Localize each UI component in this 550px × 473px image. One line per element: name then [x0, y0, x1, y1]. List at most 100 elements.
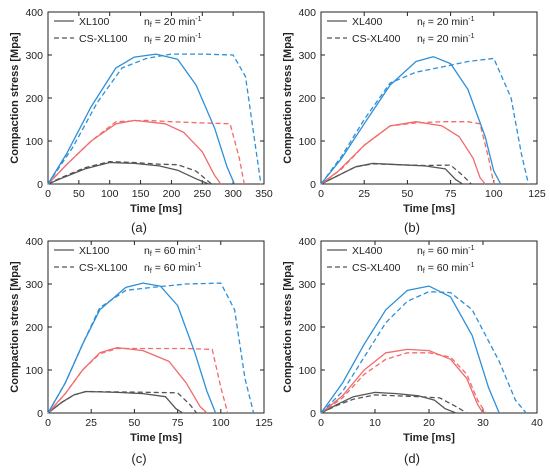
legend: XL400 nf = 60 min-1 CS-XL400 nf = 60 min-1: [327, 245, 475, 275]
series-line-blue-dashed: [320, 57, 530, 185]
legend-entry-condition: nf = 20 min-1: [417, 16, 475, 29]
series-line-red-solid: [320, 121, 486, 185]
series-line-gray-solid: [320, 391, 457, 414]
legend-entry-condition: nf = 60 min-1: [417, 245, 475, 258]
legend-entry-name: XL400: [352, 16, 383, 28]
x-tick-label: 75: [445, 188, 457, 200]
legend-entry-name: CS-XL400: [352, 33, 401, 45]
subfigure-label: (a): [131, 220, 147, 235]
y-tick-label: 0: [310, 408, 316, 420]
series-line-red-dashed: [47, 347, 229, 414]
series-line-blue-solid: [320, 56, 502, 185]
series-line-blue-solid: [47, 282, 217, 414]
legend-entry-name: CS-XL100: [79, 262, 128, 274]
legend-entry-name: XL100: [79, 245, 110, 257]
y-tick-label: 0: [37, 179, 43, 191]
y-tick-label: 100: [298, 365, 316, 377]
legend-entry-name: CS-XL400: [352, 262, 401, 274]
x-tick-label: 50: [402, 188, 414, 200]
x-tick-label: 100: [212, 417, 230, 429]
series-line-blue-dashed: [320, 291, 527, 414]
x-axis-label: Time [ms]: [403, 203, 455, 215]
legend-entry-condition: nf = 60 min-1: [144, 245, 202, 258]
x-tick-label: 125: [528, 188, 546, 200]
series-line-gray-dashed: [47, 390, 198, 414]
panel-a: 0 50 100 150 200 250 300 350 0 100 200 300 400 Time […: [9, 7, 273, 235]
y-tick-label: 300: [25, 279, 43, 291]
series-line-gray-dashed: [47, 160, 212, 185]
y-axis-label: Compaction stress [Mpa]: [9, 32, 21, 164]
y-tick-label: 0: [310, 179, 316, 191]
y-tick-label: 400: [298, 7, 316, 19]
x-tick-label: 250: [194, 188, 212, 200]
x-tick-label: 150: [132, 188, 150, 200]
y-tick-label: 200: [25, 93, 43, 105]
y-tick-label: 400: [25, 236, 43, 248]
series-line-gray-solid: [47, 390, 184, 414]
x-tick-label: 50: [73, 188, 85, 200]
x-axis-label: Time [ms]: [130, 203, 182, 215]
x-tick-label: 0: [45, 417, 51, 429]
x-tick-label: 30: [477, 417, 489, 429]
x-tick-label: 125: [255, 417, 273, 429]
x-tick-label: 20: [423, 417, 435, 429]
legend-entry-name: CS-XL100: [79, 33, 128, 45]
series-line-gray-dashed: [320, 163, 472, 185]
y-tick-label: 300: [298, 279, 316, 291]
subfigure-label: (c): [131, 451, 146, 466]
legend: XL400 nf = 20 min-1 CS-XL400 nf = 20 min-1: [327, 16, 475, 46]
legend-entry-name: XL100: [79, 16, 110, 28]
x-tick-label: 0: [318, 188, 324, 200]
legend: XL100 nf = 20 min-1 CS-XL100 nf = 20 min-1: [54, 16, 202, 46]
y-axis-label: Compaction stress [Mpa]: [282, 32, 294, 164]
x-axis-label: Time [ms]: [403, 432, 455, 444]
x-axis-label: Time [ms]: [130, 432, 182, 444]
x-tick-label: 200: [163, 188, 181, 200]
x-tick-label: 0: [318, 417, 324, 429]
series-line-blue-dashed: [47, 53, 262, 185]
x-tick-label: 0: [45, 188, 51, 200]
series-line-red-dashed: [320, 121, 495, 185]
y-axis-label: Compaction stress [Mpa]: [282, 261, 294, 393]
legend-entry-condition: nf = 20 min-1: [144, 16, 202, 29]
series-line-red-dashed: [47, 119, 245, 185]
y-tick-label: 100: [25, 365, 43, 377]
series-line-blue-solid: [320, 285, 500, 414]
subfigure-label: (b): [404, 220, 420, 235]
y-tick-label: 300: [25, 50, 43, 62]
x-tick-label: 75: [172, 417, 184, 429]
series-line-gray-solid: [47, 161, 209, 185]
series-line-red-solid: [320, 348, 484, 414]
y-tick-label: 200: [298, 322, 316, 334]
x-tick-label: 40: [531, 417, 543, 429]
x-tick-label: 100: [485, 188, 503, 200]
y-tick-label: 400: [25, 7, 43, 19]
x-tick-label: 10: [369, 417, 381, 429]
legend-entry-condition: nf = 60 min-1: [417, 262, 475, 275]
legend-entry-condition: nf = 60 min-1: [144, 262, 202, 275]
x-tick-label: 25: [85, 417, 97, 429]
y-tick-label: 400: [298, 236, 316, 248]
legend: XL100 nf = 60 min-1 CS-XL100 nf = 60 min-1: [54, 245, 202, 275]
series-line-blue-dashed: [47, 282, 255, 414]
x-tick-label: 50: [129, 417, 141, 429]
series-line-red-solid: [47, 119, 222, 185]
x-tick-label: 350: [255, 188, 273, 200]
panel-b: 0 25 50 75 100 125 0 100 200 300 400 Time [ms] Compa…: [282, 7, 546, 235]
series-line-red-solid: [47, 346, 208, 414]
y-tick-label: 200: [25, 322, 43, 334]
subfigure-label: (d): [404, 451, 420, 466]
y-axis-label: Compaction stress [Mpa]: [9, 261, 21, 393]
panel-c: 0 25 50 75 100 125 0 100 200 300 400 Time [ms] Compa…: [9, 236, 273, 466]
legend-entry-name: XL400: [352, 245, 383, 257]
y-tick-label: 0: [37, 408, 43, 420]
series-line-blue-solid: [47, 53, 235, 185]
x-tick-label: 100: [101, 188, 119, 200]
y-tick-label: 200: [298, 93, 316, 105]
legend-entry-condition: nf = 20 min-1: [417, 33, 475, 46]
series-line-red-dashed: [320, 352, 487, 414]
x-tick-label: 25: [358, 188, 370, 200]
y-tick-label: 300: [298, 50, 316, 62]
